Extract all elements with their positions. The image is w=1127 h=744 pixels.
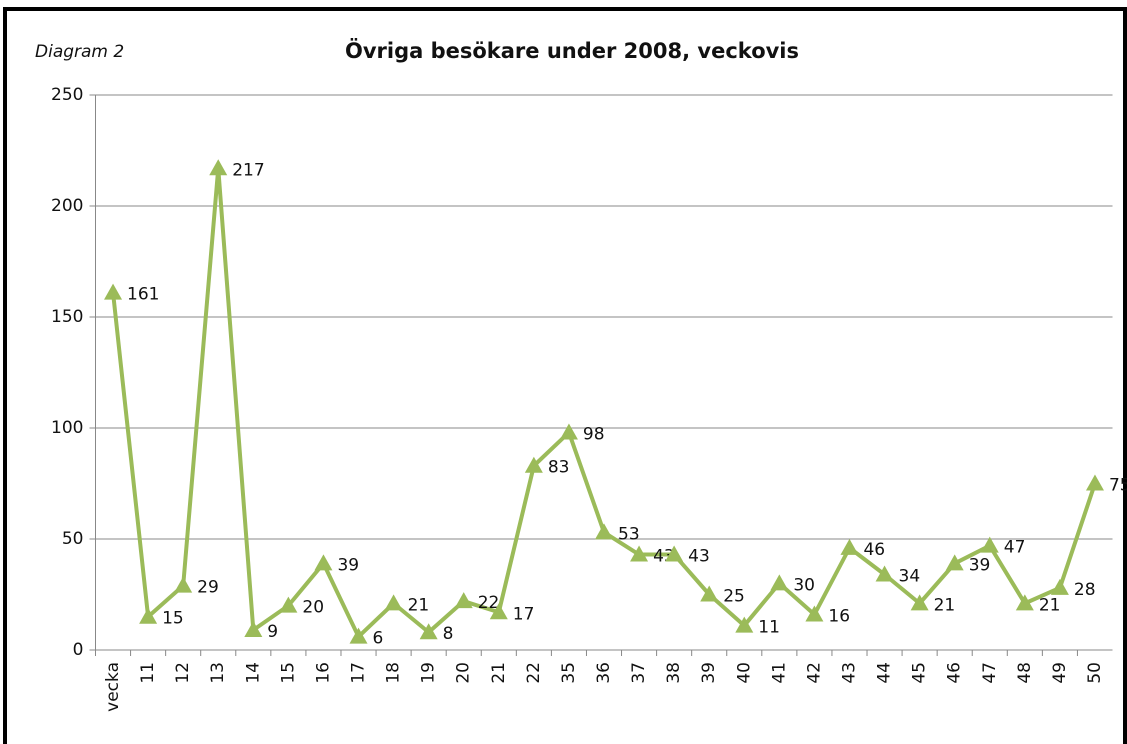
- chart-title: Övriga besökare under 2008, veckovis: [345, 38, 799, 63]
- x-tick-label: 16: [313, 662, 333, 684]
- x-tick-label: 49: [1050, 662, 1070, 684]
- marker: [524, 456, 543, 473]
- data-label: 83: [548, 458, 570, 478]
- data-label: 21: [934, 595, 956, 615]
- marker: [945, 554, 964, 571]
- data-label: 21: [408, 595, 430, 615]
- data-label: 6: [373, 629, 384, 649]
- x-tick-label: 17: [349, 662, 369, 684]
- marker: [1015, 594, 1034, 611]
- x-tick-label: 43: [839, 662, 859, 684]
- data-label: 20: [302, 598, 324, 618]
- marker: [1085, 474, 1104, 491]
- annotation: Diagram 2: [35, 42, 124, 62]
- x-tick-label: 37: [629, 662, 649, 684]
- data-label: 46: [863, 540, 885, 560]
- x-tick-label: 36: [594, 662, 614, 684]
- data-label: 8: [443, 624, 454, 644]
- data-label: 161: [127, 285, 159, 305]
- x-tick-label: 18: [384, 662, 404, 684]
- x-tick-label: vecka: [103, 662, 123, 712]
- y-tick-label: 150: [51, 307, 83, 327]
- marker: [559, 423, 578, 440]
- x-tick-label: 15: [278, 662, 298, 684]
- data-label: 17: [513, 604, 535, 624]
- data-label: 30: [793, 575, 815, 595]
- marker: [244, 621, 263, 638]
- marker: [980, 536, 999, 553]
- x-tick-label: 12: [173, 662, 193, 684]
- x-tick-label: 50: [1085, 662, 1105, 684]
- data-label: 39: [337, 555, 359, 575]
- marker: [139, 607, 158, 624]
- frame: [3, 7, 1127, 744]
- marker: [875, 565, 894, 582]
- x-tick-label: 46: [945, 662, 965, 684]
- data-label: 25: [723, 587, 745, 607]
- data-label: 39: [969, 555, 991, 575]
- x-tick-label: 38: [664, 662, 684, 684]
- data-label: 53: [618, 524, 640, 544]
- marker: [840, 538, 859, 555]
- marker: [1050, 578, 1069, 595]
- x-tick-label: 13: [208, 662, 228, 684]
- marker: [174, 576, 193, 593]
- data-label: 15: [162, 609, 184, 629]
- x-tick-label: 21: [489, 662, 509, 684]
- x-tick-label: 35: [559, 662, 579, 684]
- data-label: 16: [828, 606, 850, 626]
- data-label: 21: [1039, 595, 1061, 615]
- data-label: 217: [232, 160, 264, 180]
- marker: [314, 554, 333, 571]
- x-tick-label: 42: [804, 662, 824, 684]
- x-tick-label: 14: [243, 662, 263, 684]
- marker: [349, 627, 368, 644]
- marker: [489, 603, 508, 620]
- marker: [595, 523, 613, 540]
- marker: [104, 283, 123, 300]
- x-tick-label: 48: [1015, 662, 1035, 684]
- marker: [419, 623, 438, 640]
- x-tick-label: 22: [524, 662, 544, 684]
- data-label: 28: [1074, 580, 1096, 600]
- data-label: 34: [899, 567, 921, 587]
- x-tick-label: 45: [910, 662, 930, 684]
- y-tick-label: 0: [73, 640, 84, 660]
- data-label: 98: [583, 424, 605, 444]
- marker: [209, 159, 228, 176]
- marker: [630, 545, 649, 562]
- x-tick-label: 20: [454, 662, 474, 684]
- data-label: 75: [1109, 476, 1127, 496]
- data-label: 43: [688, 547, 710, 567]
- marker: [770, 574, 789, 591]
- data-label: 9: [267, 622, 278, 642]
- marker: [279, 596, 298, 613]
- data-label: 22: [478, 593, 500, 613]
- x-tick-label: 40: [734, 662, 754, 684]
- x-tick-label: 41: [769, 662, 789, 684]
- x-tick-label: 39: [699, 662, 719, 684]
- x-tick-label: 11: [138, 662, 158, 684]
- marker: [384, 594, 403, 611]
- marker: [700, 585, 719, 602]
- marker: [910, 594, 929, 611]
- marker: [735, 616, 754, 633]
- marker: [665, 545, 684, 562]
- y-tick-label: 200: [51, 196, 83, 216]
- x-tick-label: 44: [875, 662, 895, 684]
- y-tick-label: 50: [62, 529, 84, 549]
- data-label: 47: [1004, 538, 1026, 558]
- marker: [805, 605, 824, 622]
- x-tick-label: 19: [419, 662, 439, 684]
- y-tick-label: 250: [51, 85, 83, 105]
- data-label: 11: [758, 618, 780, 638]
- y-tick-label: 100: [51, 418, 83, 438]
- data-label: 29: [197, 578, 219, 598]
- marker: [454, 592, 473, 609]
- x-tick-label: 47: [980, 662, 1000, 684]
